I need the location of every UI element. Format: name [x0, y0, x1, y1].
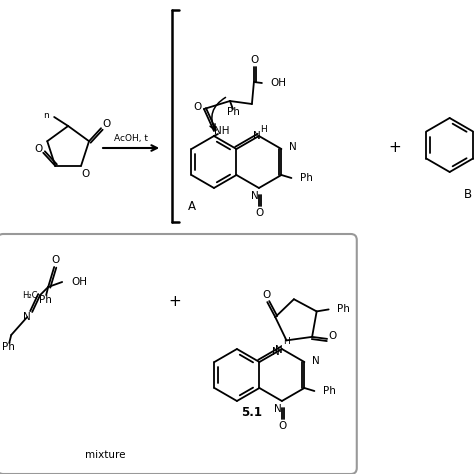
Text: OH: OH — [71, 277, 87, 287]
Text: mixture: mixture — [85, 450, 125, 460]
Text: O: O — [51, 255, 59, 265]
Text: NH: NH — [214, 126, 230, 136]
Text: Ph: Ph — [228, 107, 240, 117]
Text: +: + — [169, 294, 182, 310]
Text: N: N — [23, 312, 31, 322]
Text: H: H — [283, 337, 290, 346]
Text: OH: OH — [270, 78, 286, 88]
FancyBboxPatch shape — [0, 234, 357, 474]
Text: O: O — [34, 144, 42, 154]
Text: O: O — [251, 55, 259, 65]
Text: O: O — [194, 102, 202, 112]
Text: N: N — [272, 347, 280, 357]
Text: +: + — [388, 140, 401, 155]
Text: Ph: Ph — [323, 386, 336, 396]
Text: Ph: Ph — [337, 304, 349, 314]
Text: Ph: Ph — [2, 342, 15, 352]
Text: O: O — [81, 169, 89, 179]
Text: Ph: Ph — [39, 295, 52, 305]
Text: O: O — [102, 119, 110, 129]
Text: N: N — [251, 191, 259, 201]
Text: N: N — [275, 345, 283, 355]
Text: Ph: Ph — [301, 173, 313, 183]
Text: n: n — [44, 110, 49, 119]
Text: H: H — [261, 126, 267, 135]
Text: A: A — [188, 200, 196, 212]
Text: B: B — [464, 189, 472, 201]
Text: O: O — [279, 421, 287, 431]
Text: O: O — [262, 290, 270, 300]
Text: O: O — [328, 331, 336, 341]
Text: H₂C: H₂C — [22, 291, 38, 300]
Text: N: N — [290, 142, 297, 152]
Text: N: N — [253, 131, 261, 141]
Text: AcOH, t: AcOH, t — [114, 134, 148, 143]
Text: 5.1: 5.1 — [241, 407, 263, 419]
Text: N: N — [312, 356, 320, 366]
Text: O: O — [256, 208, 264, 218]
Text: N: N — [274, 404, 282, 414]
